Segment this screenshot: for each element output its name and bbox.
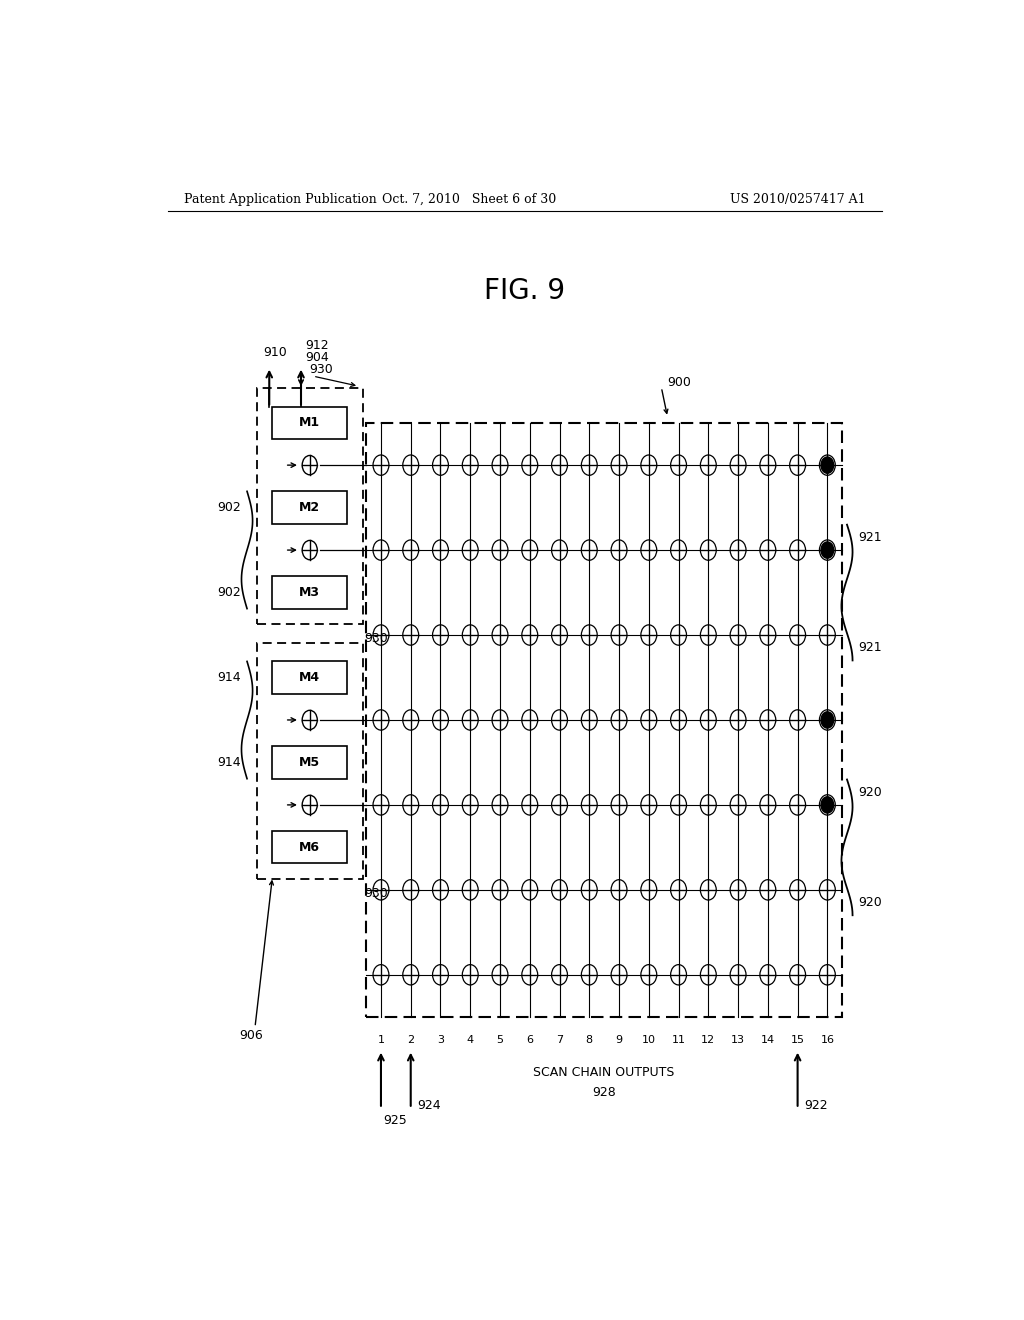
Text: 10: 10 — [642, 1035, 655, 1044]
Circle shape — [821, 457, 834, 474]
Text: 930: 930 — [309, 363, 333, 376]
Text: 921: 921 — [858, 640, 882, 653]
Text: 13: 13 — [731, 1035, 745, 1044]
Text: 8: 8 — [586, 1035, 593, 1044]
Text: 3: 3 — [437, 1035, 444, 1044]
Circle shape — [821, 797, 834, 813]
FancyBboxPatch shape — [272, 746, 347, 779]
Text: 920: 920 — [858, 895, 882, 908]
Text: 904: 904 — [305, 351, 329, 364]
Text: 6: 6 — [526, 1035, 534, 1044]
Text: 902: 902 — [217, 586, 241, 599]
Text: SCAN CHAIN OUTPUTS: SCAN CHAIN OUTPUTS — [534, 1065, 675, 1078]
Text: 902: 902 — [217, 502, 241, 513]
Text: 1: 1 — [378, 1035, 384, 1044]
Text: 12: 12 — [701, 1035, 716, 1044]
Text: 16: 16 — [820, 1035, 835, 1044]
Text: FIG. 9: FIG. 9 — [484, 276, 565, 305]
Text: 930: 930 — [365, 887, 388, 900]
FancyBboxPatch shape — [272, 576, 347, 609]
Text: 906: 906 — [240, 1030, 263, 1043]
Text: US 2010/0257417 A1: US 2010/0257417 A1 — [730, 193, 866, 206]
Text: 921: 921 — [858, 532, 882, 544]
Text: M6: M6 — [299, 841, 321, 854]
Text: 15: 15 — [791, 1035, 805, 1044]
FancyBboxPatch shape — [272, 661, 347, 694]
Circle shape — [821, 711, 834, 729]
Text: 9: 9 — [615, 1035, 623, 1044]
Text: 925: 925 — [383, 1114, 408, 1127]
FancyBboxPatch shape — [272, 491, 347, 524]
Text: 14: 14 — [761, 1035, 775, 1044]
Text: M4: M4 — [299, 671, 321, 684]
Text: 920: 920 — [858, 787, 882, 799]
Text: M1: M1 — [299, 416, 321, 429]
Text: 914: 914 — [217, 756, 241, 770]
Text: 912: 912 — [305, 338, 329, 351]
Text: 4: 4 — [467, 1035, 474, 1044]
Text: Patent Application Publication: Patent Application Publication — [183, 193, 376, 206]
Text: M5: M5 — [299, 756, 321, 770]
Text: 914: 914 — [217, 671, 241, 684]
FancyBboxPatch shape — [272, 830, 347, 863]
Text: 900: 900 — [668, 375, 691, 388]
Text: 930: 930 — [365, 632, 388, 645]
Text: 11: 11 — [672, 1035, 685, 1044]
Text: 5: 5 — [497, 1035, 504, 1044]
Circle shape — [821, 543, 834, 558]
Text: 7: 7 — [556, 1035, 563, 1044]
Text: M2: M2 — [299, 502, 321, 513]
Text: Oct. 7, 2010   Sheet 6 of 30: Oct. 7, 2010 Sheet 6 of 30 — [382, 193, 556, 206]
FancyBboxPatch shape — [272, 407, 347, 440]
Text: 910: 910 — [263, 346, 287, 359]
Text: 922: 922 — [804, 1098, 827, 1111]
Text: 924: 924 — [417, 1098, 440, 1111]
Text: M3: M3 — [299, 586, 321, 599]
Text: 2: 2 — [408, 1035, 415, 1044]
Text: 928: 928 — [592, 1086, 616, 1100]
